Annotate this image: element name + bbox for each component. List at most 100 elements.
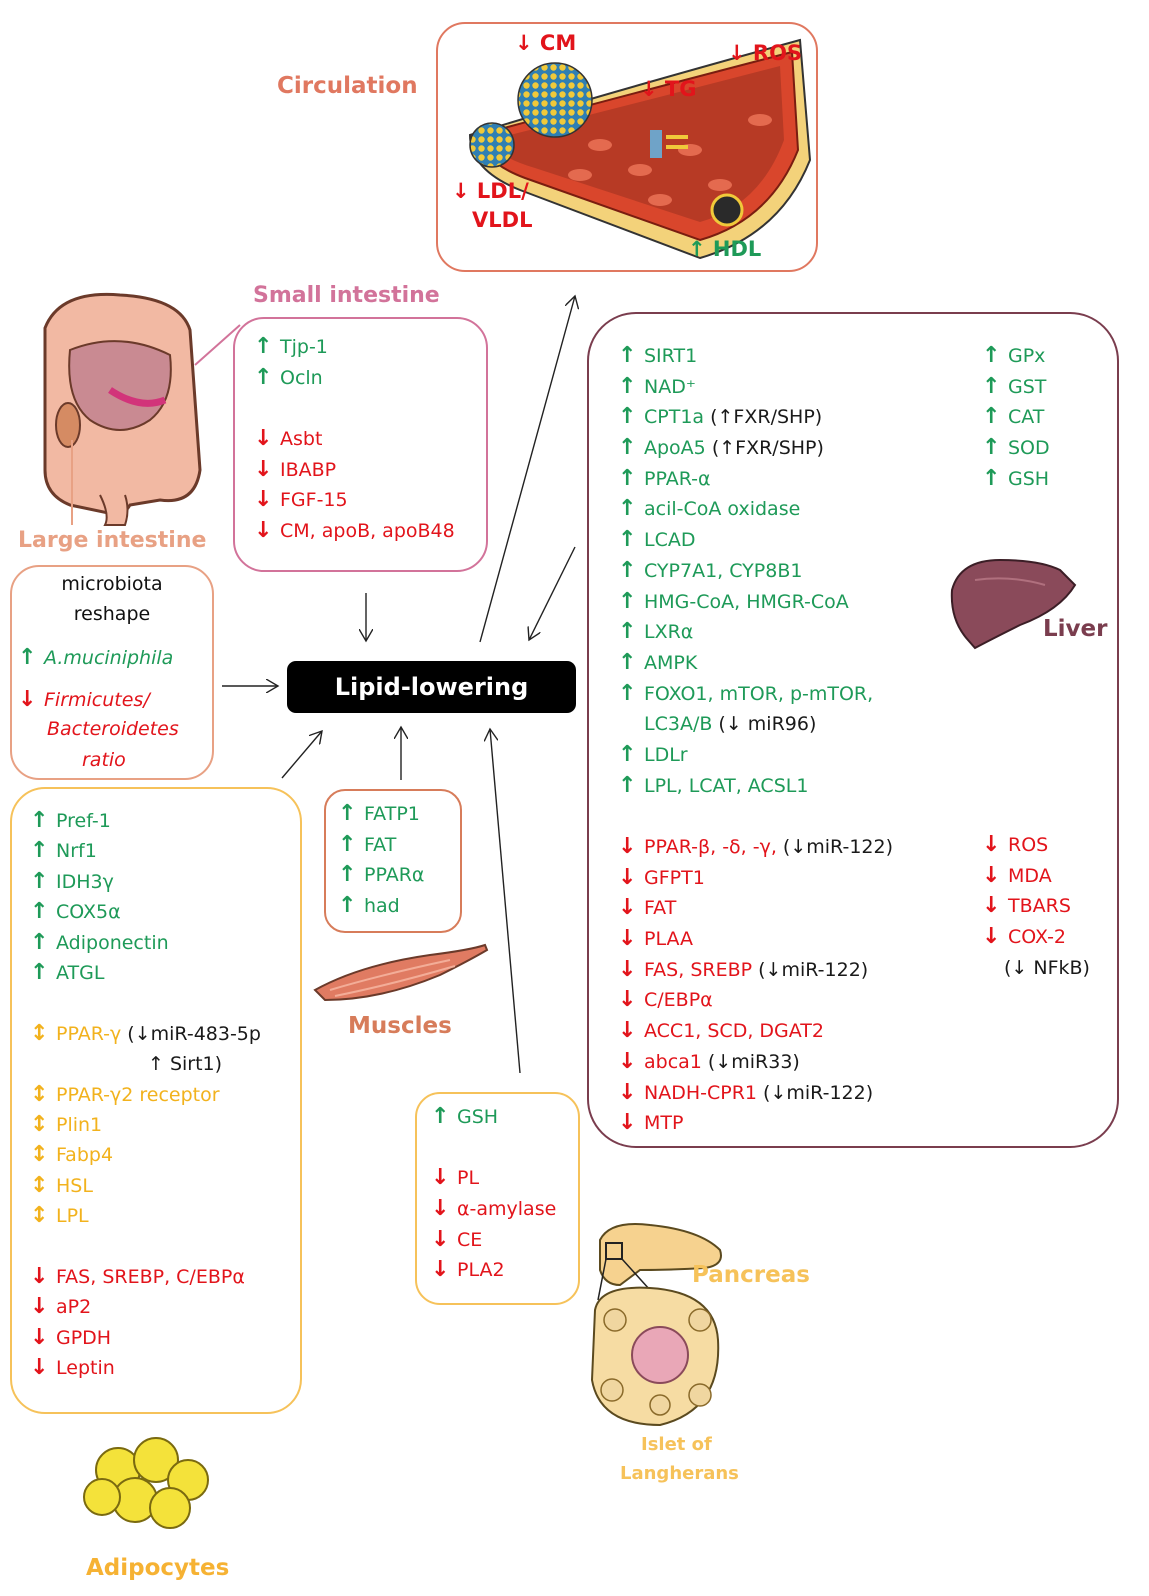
- pancreas-title: Pancreas: [692, 1262, 810, 1288]
- list-item: ↑ FOXO1, mTOR, p-mTOR,: [618, 680, 874, 706]
- small-intestine-title: Small intestine: [253, 283, 440, 308]
- list-item: ↕ PPAR-γ2 receptor: [30, 1081, 220, 1107]
- list-item: ↓ aP2: [30, 1294, 92, 1320]
- list-item: ↑ SOD: [982, 435, 1050, 461]
- list-item: ↑ PPAR-α: [618, 465, 711, 491]
- list-item: ↓ GFPT1: [618, 864, 705, 890]
- pancreas-illustration: [590, 1223, 722, 1427]
- list-item: ↑ NAD⁺: [618, 373, 696, 399]
- list-item: ↓ PL: [431, 1165, 480, 1191]
- list-item: ↑ PPARα: [338, 862, 425, 888]
- list-item: ↑ FAT: [338, 831, 397, 857]
- list-item: ↓ COX-2: [982, 924, 1067, 950]
- adipocytes-title: Adipocytes: [86, 1555, 230, 1581]
- list-item: ↑ CAT: [982, 404, 1045, 430]
- liver-oxidative-list: ↓ ROS ↓ MDA ↓ TBARS ↓ COX-2 (↓ NFkB): [982, 830, 1090, 983]
- islet-label-1: Islet of: [641, 1434, 712, 1455]
- list-item: LC3A/B (↓ miR96): [644, 713, 817, 736]
- list-item: ↓ ACC1, SCD, DGAT2: [618, 1018, 824, 1044]
- list-item: ↑ CPT1a (↑FXR/SHP): [618, 404, 823, 430]
- islet-label-2: Langherans: [620, 1463, 739, 1484]
- list-item: ↑ LDLr: [618, 741, 688, 767]
- liver-illustration: [950, 558, 1077, 650]
- list-item: ↓ abca1 (↓miR33): [618, 1048, 800, 1074]
- list-item: ↑ Pref-1: [30, 808, 111, 833]
- list-item: ↑ Tjp-1: [254, 334, 328, 359]
- list-item: ↑ Adiponectin: [30, 929, 169, 955]
- list-item: ↓ FGF-15: [254, 487, 348, 513]
- small-intestine-box: [233, 317, 488, 572]
- list-item: ↕ PPAR-γ (↓miR-483-5p: [30, 1020, 261, 1046]
- muscles-title: Muscles: [348, 1013, 452, 1039]
- list-item: ↑ COX5α: [30, 899, 121, 925]
- liver-title: Liver: [1043, 616, 1108, 642]
- list-item: ↑ GST: [982, 373, 1047, 399]
- akkermansia-item: ↑ A.muciniphila: [18, 645, 174, 670]
- large-intestine-box: [10, 565, 214, 780]
- lipid-lowering-box: Lipid-lowering: [287, 661, 576, 713]
- list-item: ↑ Ocln: [254, 364, 323, 390]
- list-item: ↓ Leptin: [30, 1355, 115, 1381]
- list-item: ↑ had: [338, 893, 400, 919]
- list-item: ↑ ATGL: [30, 959, 105, 985]
- muscle-illustration: [313, 943, 489, 1002]
- list-item: ↕ LPL: [30, 1203, 89, 1229]
- pancreas-list: ↑ GSH ↓ PL ↓ α-amylase ↓ CE ↓ PLA2: [431, 1102, 556, 1286]
- list-item: ↑ LXRα: [618, 619, 694, 645]
- list-item: ↑ IDH3γ: [30, 868, 114, 894]
- list-item: ↓ NADH-CPR1 (↓miR-122): [618, 1079, 874, 1105]
- list-item: ↓ Asbt: [254, 426, 323, 452]
- circulation-cm: ↓ CM: [515, 31, 577, 55]
- list-item: ↓ FAS, SREBP, C/EBPα: [30, 1263, 245, 1289]
- list-item: ↑ acil-CoA oxidase: [618, 496, 801, 522]
- ratio-text: ratio: [82, 749, 126, 771]
- list-item: ↑ ApoA5 (↑FXR/SHP): [618, 435, 824, 461]
- circulation-title: Circulation: [277, 73, 418, 99]
- circulation-tg: ↓ TG: [640, 77, 697, 101]
- blood-vessel-illustration: [468, 38, 812, 260]
- circulation-ldl: ↓ LDL/: [452, 179, 529, 203]
- list-item: ↑ FATP1: [338, 801, 420, 826]
- list-item: ↓ CE: [431, 1226, 483, 1252]
- list-item: ↓ MDA: [982, 862, 1052, 888]
- list-item: ↑ Sirt1): [148, 1053, 223, 1076]
- list-item: (↓ NFkB): [1004, 956, 1090, 979]
- list-item: ↓ MTP: [618, 1110, 684, 1136]
- list-item: ↓ FAT: [618, 895, 677, 921]
- list-item: ↑ GSH: [982, 465, 1050, 491]
- firmicutes-item: ↓ Firmicutes/: [18, 687, 150, 712]
- list-item: ↑ LPL, LCAT, ACSL1: [618, 772, 809, 798]
- list-item: ↓ C/EBPα: [618, 987, 713, 1013]
- list-item: ↑ CYP7A1, CYP8B1: [618, 557, 803, 583]
- microbiota-line1: microbiota: [61, 573, 163, 595]
- muscles-list: ↑ FATP1 ↑ FAT ↑ PPARα ↑ had: [338, 799, 424, 922]
- liver-up-list: ↑ SIRT1 ↑ NAD⁺ ↑ CPT1a (↑FXR/SHP) ↑ ApoA5 (↑…: [618, 341, 893, 1139]
- list-item: ↑ GPx: [982, 343, 1046, 368]
- microbiota-line2: reshape: [73, 603, 151, 625]
- liver-box: [587, 312, 1119, 1148]
- list-item: ↓ FAS, SREBP (↓miR-122): [618, 956, 869, 982]
- muscles-box: [324, 789, 462, 933]
- liver-antioxidant-list: ↑ GPx ↑ GST ↑ CAT ↑ SOD ↑ GSH: [982, 341, 1050, 494]
- list-item: ↕ Fabp4: [30, 1142, 114, 1168]
- pancreas-box: [415, 1092, 580, 1305]
- list-item: ↓ GPDH: [30, 1324, 112, 1350]
- list-item: ↓ PLAA: [618, 926, 694, 952]
- list-item: ↕ Plin1: [30, 1111, 103, 1137]
- list-item: ↑ SIRT1: [618, 343, 698, 368]
- list-item: ↓ CM, apoB, apoB48: [254, 518, 455, 544]
- small-intestine-list: ↑ Tjp-1 ↑ Ocln ↓ Asbt ↓ IBABP ↓ FGF-15 ↓ CM, a…: [254, 332, 455, 547]
- list-item: ↑ LCAD: [618, 527, 696, 553]
- bacteroidetes-text: Bacteroidetes: [47, 718, 179, 740]
- flow-arrows: [222, 296, 575, 1074]
- list-item: ↑ Nrf1: [30, 838, 97, 864]
- large-intestine-title: Large intestine: [18, 528, 207, 553]
- list-item: ↓ IBABP: [254, 456, 337, 482]
- list-item: ↑ HMG-CoA, HMGR-CoA: [618, 588, 849, 614]
- list-item: ↑ AMPK: [618, 649, 698, 675]
- circulation-hdl: ↑ HDL: [688, 237, 762, 261]
- adipocyte-illustration: [83, 1437, 209, 1529]
- list-item: ↕ HSL: [30, 1172, 93, 1198]
